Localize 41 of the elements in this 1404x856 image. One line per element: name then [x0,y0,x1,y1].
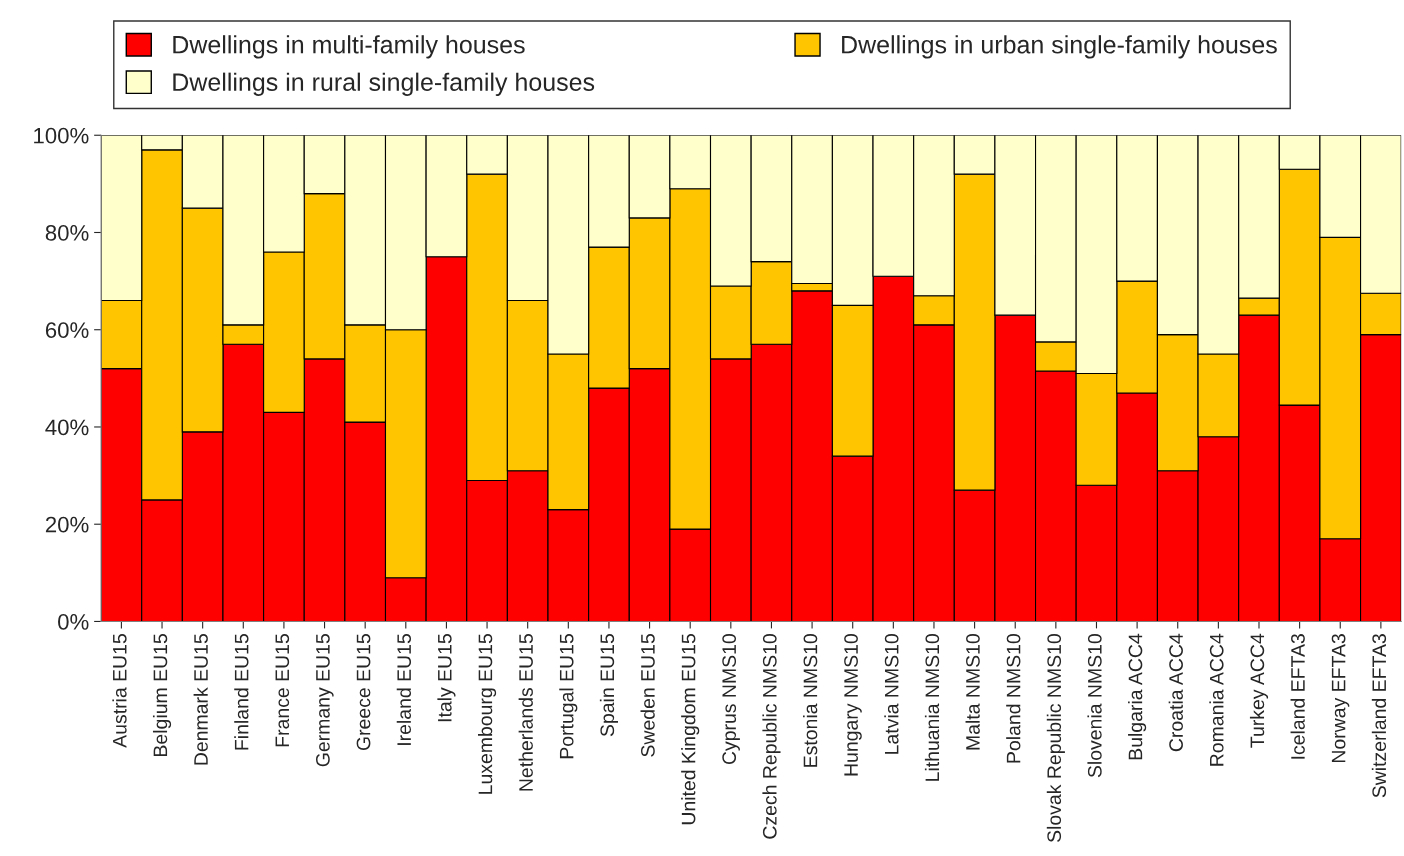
x-tick-label: Turkey ACC4 [1249,633,1269,748]
x-tick-label: Spain EU15 [599,634,618,737]
y-tick-label: 80% [45,225,89,241]
x-tick-label: Hungary NMS10 [844,634,862,776]
x-tick-label: Czech Republic NMS10 [762,634,781,839]
x-tick-label: France EU15 [275,634,290,747]
x-tick-label: Greece EU15 [356,634,371,751]
x-tick-label: Estonia NMS10 [803,634,818,767]
x-tick-label: Netherlands EU15 [518,634,533,791]
y-tick-label: 60% [45,322,89,338]
x-tick-label: Belgium EU15 [152,634,172,756]
legend-label: Dwellings in rural single-family houses [173,72,595,96]
y-tick-label: 0% [58,613,89,630]
x-tick-label: Ireland EU15 [396,634,412,745]
x-tick-label: Poland NMS10 [1006,634,1021,763]
x-tick-label: Slovenia NMS10 [1087,634,1102,778]
x-tick-label: Slovak Republic NMS10 [1046,634,1065,843]
x-tick-label: Croatia ACC4 [1168,633,1183,752]
x-tick-label: Switzerland EFTA3 [1371,634,1387,798]
x-tick-label: Malta NMS10 [965,634,980,750]
x-tick-label: Cyprus NMS10 [722,634,740,765]
x-tick-label: Finland EU15 [234,634,249,750]
x-tick-label: Bulgaria ACC4 [1128,633,1147,760]
x-tick-label: Denmark EU15 [193,634,208,765]
x-tick-label: Italy EU15 [437,634,456,722]
y-tick-label: 20% [45,516,89,533]
legend-label: Dwellings in multi-family houses [173,35,525,59]
x-tick-label: Romania ACC4 [1209,633,1224,766]
legend-label: Dwellings in urban single-family houses [842,35,1277,59]
y-tick-label: 40% [45,419,89,436]
x-tick-label: Latvia NMS10 [884,634,899,754]
x-tick-label: United Kingdom EU15 [681,634,700,825]
x-tick-label: Portugal EU15 [559,634,578,759]
x-tick-label: Luxembourg EU15 [477,634,497,794]
x-tick-label: Sweden EU15 [640,634,655,757]
y-tick-label: 100% [34,127,89,144]
x-tick-label: Germany EU15 [315,634,334,767]
x-tick-label: Lithuania NMS10 [924,634,940,781]
x-tick-label: Austria EU15 [112,634,127,748]
x-tick-label: Iceland EFTA3 [1290,634,1305,759]
x-tick-label: Norway EFTA3 [1331,634,1350,763]
